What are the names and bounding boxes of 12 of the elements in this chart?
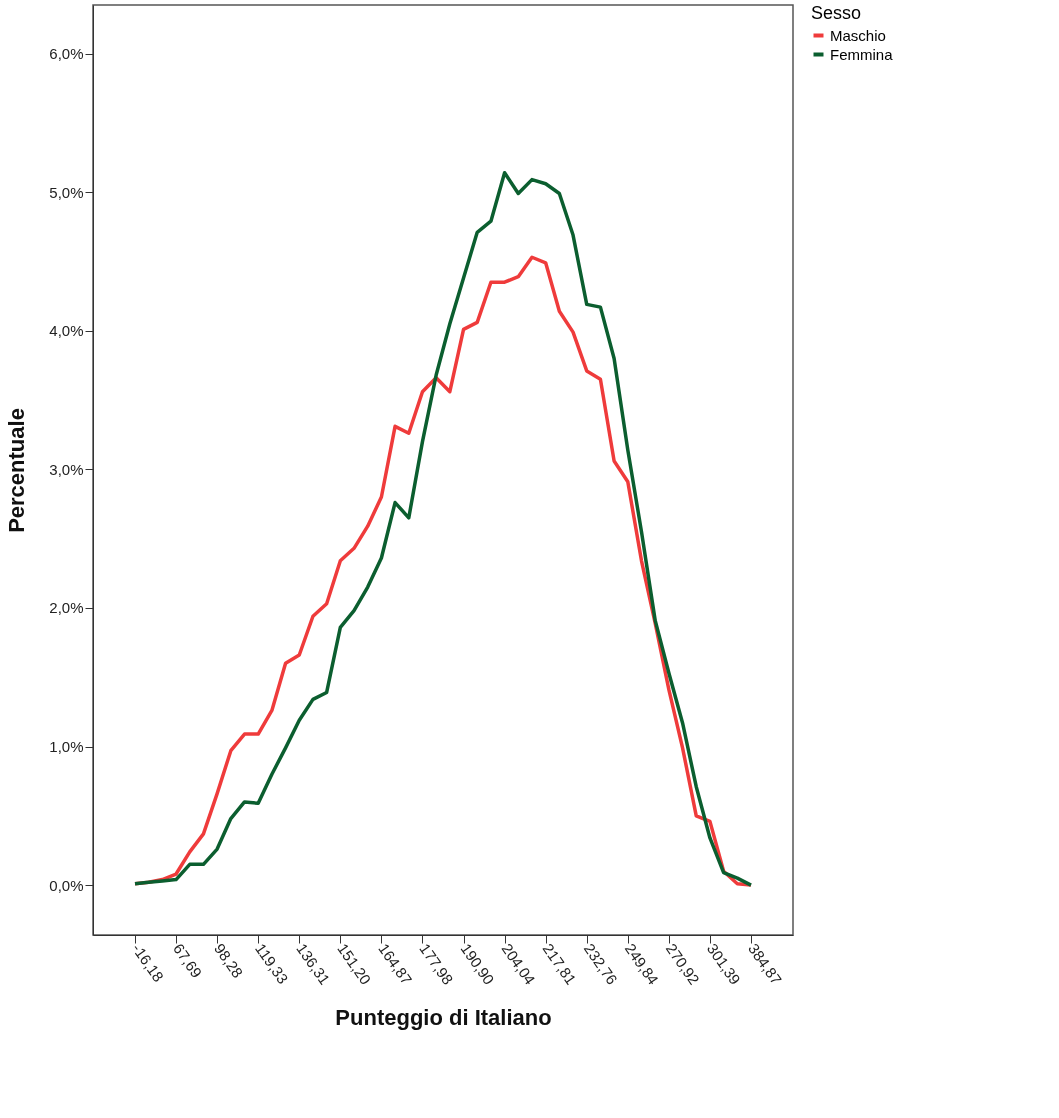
y-tick-label: 1,0%: [49, 738, 84, 756]
legend-title: Sesso: [811, 3, 862, 23]
legend-label: Femmina: [830, 45, 894, 63]
y-tick-label: 3,0%: [49, 460, 84, 478]
y-tick-label: 6,0%: [49, 45, 84, 63]
y-tick-label: 5,0%: [49, 183, 84, 201]
y-tick-label: 0,0%: [49, 876, 84, 894]
y-tick-label: 2,0%: [49, 599, 84, 617]
y-axis-title: Percentuale: [4, 408, 30, 533]
y-tick-label: 4,0%: [49, 322, 84, 340]
x-axis-title: Punteggio di Italiano: [335, 1004, 552, 1030]
legend-label: Maschio: [830, 26, 886, 44]
